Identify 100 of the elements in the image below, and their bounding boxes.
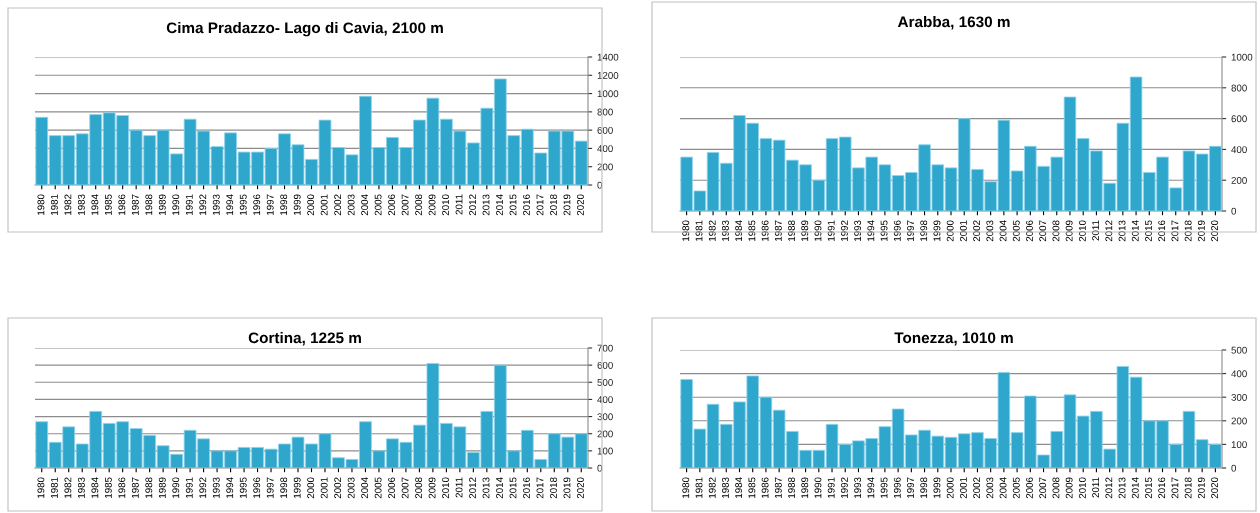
x-tick-label: 2017 (536, 477, 544, 499)
y-tick-label: 400 (1231, 370, 1247, 378)
x-tick-label: 2011 (455, 194, 463, 215)
x-tick-label: 1992 (199, 477, 207, 498)
x-tick-label: 1991 (827, 477, 835, 498)
x-tick-label: 1992 (840, 220, 848, 241)
x-tick-label: 1984 (91, 194, 99, 215)
x-tick-label: 1998 (920, 220, 928, 241)
y-tick-label: 300 (597, 413, 613, 421)
y-tick-label: 200 (597, 163, 613, 171)
y-tick-label: 0 (597, 464, 603, 472)
x-tick-label: 2012 (1105, 477, 1113, 499)
x-tick-label: 2020 (576, 194, 584, 216)
x-tick-label: 1998 (920, 477, 928, 498)
x-tick-label: 1996 (253, 477, 261, 498)
x-tick-label: 2017 (1171, 477, 1179, 499)
x-tick-label: 2018 (1184, 477, 1192, 499)
x-tick-label: 2011 (455, 477, 463, 498)
x-tick-label: 1995 (880, 220, 888, 241)
chart-title: Arabba, 1630 m (897, 16, 1010, 30)
x-tick-label: 2003 (347, 477, 355, 499)
x-tick-label: 2006 (1026, 477, 1033, 499)
x-tick-label: 1994 (867, 220, 875, 241)
x-tick-label: 1984 (735, 477, 743, 498)
x-tick-label: 2017 (536, 194, 544, 216)
x-tick-label: 1993 (854, 220, 862, 241)
x-tick-label: 1980 (682, 477, 690, 498)
x-tick-label: 2015 (1145, 220, 1152, 242)
x-tick-label: 1999 (933, 220, 941, 241)
x-tick-label: 1985 (104, 477, 112, 498)
x-tick-label: 2002 (973, 477, 981, 499)
x-tick-label: 2018 (550, 194, 557, 216)
x-tick-label: 2020 (1211, 477, 1218, 499)
x-tick-label: 2007 (1039, 220, 1047, 242)
y-tick-label: 500 (597, 379, 613, 386)
x-tick-label: 2015 (509, 194, 517, 216)
x-tick-label: 1998 (280, 194, 288, 215)
y-tick-label: 200 (1231, 417, 1247, 425)
x-tick-label: 1990 (172, 477, 180, 498)
x-tick-label: 1983 (77, 477, 85, 498)
x-tick-label: 1988 (788, 220, 795, 241)
x-tick-label: 1986 (761, 477, 769, 498)
x-tick-label: 2002 (334, 194, 342, 216)
x-tick-label: 1989 (801, 477, 809, 498)
y-tick-label: 100 (597, 447, 613, 455)
y-tick-label: 400 (1231, 146, 1247, 154)
x-tick-label: 1993 (212, 477, 220, 498)
x-tick-label: 2006 (1026, 220, 1033, 242)
x-tick-label: 2011 (1092, 220, 1100, 241)
x-tick-label: 1982 (64, 194, 72, 215)
y-tick-label: 800 (597, 108, 613, 116)
x-tick-label: 1999 (933, 477, 941, 498)
y-tick-label: 1200 (597, 72, 619, 79)
x-tick-label: 1986 (118, 194, 126, 215)
x-tick-label: 2018 (1184, 220, 1192, 242)
x-tick-label: 2001 (959, 477, 967, 499)
x-tick-label: 1991 (185, 477, 193, 498)
x-tick-label: 2015 (509, 477, 517, 499)
x-tick-label: 2007 (401, 194, 409, 216)
x-tick-label: 2012 (469, 194, 476, 216)
x-tick-label: 1980 (682, 220, 690, 241)
x-tick-label: 2010 (1078, 477, 1086, 499)
y-tick-label: 600 (597, 126, 613, 134)
x-tick-label: 1982 (708, 477, 716, 498)
x-tick-label: 1983 (721, 220, 729, 241)
x-tick-label: 2014 (496, 194, 503, 216)
x-tick-label: 1990 (814, 220, 822, 241)
x-tick-label: 2016 (523, 194, 530, 216)
x-tick-label: 1987 (774, 220, 782, 241)
x-tick-label: 1984 (91, 477, 99, 498)
x-tick-label: 2013 (1118, 477, 1126, 499)
x-tick-label: 1997 (907, 477, 914, 498)
x-tick-label: 2000 (307, 477, 315, 499)
x-tick-label: 2019 (563, 194, 571, 216)
x-tick-label: 2003 (347, 194, 355, 216)
y-tick-label: 0 (1231, 464, 1237, 472)
x-tick-label: 1988 (145, 477, 153, 498)
x-tick-label: 1996 (253, 194, 261, 215)
x-tick-label: 1999 (293, 477, 301, 498)
x-tick-label: 2009 (1065, 477, 1073, 499)
y-tick-label: 800 (1231, 84, 1247, 92)
x-tick-label: 2009 (428, 194, 436, 216)
x-tick-label: 2017 (1171, 220, 1179, 242)
y-tick-label: 600 (1231, 115, 1247, 123)
x-tick-label: 2014 (1131, 477, 1139, 499)
x-tick-label: 1991 (827, 220, 835, 241)
y-tick-label: 100 (1231, 441, 1247, 449)
x-tick-label: 2016 (1158, 477, 1166, 499)
x-tick-label: 2019 (563, 477, 571, 499)
x-tick-label: 2014 (1131, 220, 1139, 242)
x-tick-label: 1987 (774, 477, 782, 498)
x-tick-label: 2006 (388, 194, 396, 216)
x-tick-label: 2005 (1012, 220, 1020, 242)
y-tick-label: 1000 (597, 90, 619, 98)
x-tick-label: 2004 (999, 477, 1007, 499)
x-tick-label: 1993 (854, 477, 862, 498)
x-tick-label: 2013 (1118, 220, 1126, 242)
x-tick-label: 1995 (239, 194, 247, 215)
x-tick-label: 2018 (550, 477, 557, 499)
x-tick-label: 1997 (907, 220, 914, 241)
